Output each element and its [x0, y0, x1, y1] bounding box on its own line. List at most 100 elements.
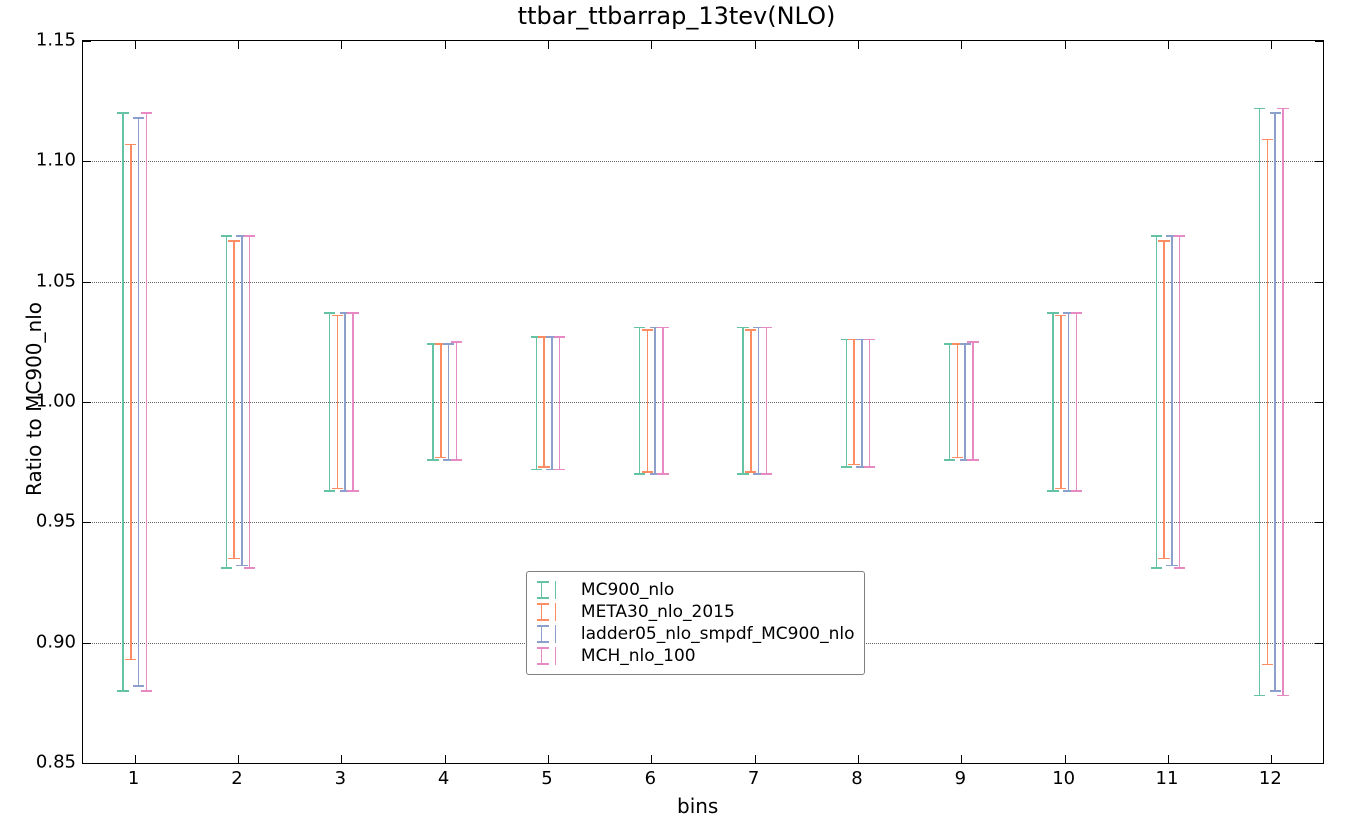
y-tick — [83, 41, 91, 42]
errorbar-cap — [634, 327, 645, 329]
errorbar — [432, 344, 434, 460]
errorbar-cap — [1262, 664, 1273, 666]
legend-label: MC900_nlo — [581, 580, 674, 600]
x-tick — [1168, 755, 1169, 763]
x-tick — [238, 755, 239, 763]
legend-marker — [537, 647, 573, 665]
errorbar-cap — [737, 473, 748, 475]
x-tick — [341, 41, 342, 49]
errorbar-cap — [657, 473, 668, 475]
legend-item: MC900_nlo — [537, 580, 855, 600]
errorbar-cap — [952, 457, 963, 459]
errorbar-cap — [141, 690, 152, 692]
legend-marker — [537, 625, 573, 643]
x-tick — [1271, 755, 1272, 763]
y-tick — [83, 763, 91, 764]
legend-label: MCH_nlo_100 — [581, 646, 696, 666]
y-tick-label: 1.10 — [32, 150, 76, 171]
errorbar-cap — [761, 327, 772, 329]
legend-item: MCH_nlo_100 — [537, 646, 855, 666]
errorbar — [1052, 313, 1054, 491]
errorbar — [1156, 236, 1158, 568]
x-tick — [238, 41, 239, 49]
errorbar — [551, 337, 553, 469]
errorbar-cap — [125, 659, 136, 661]
errorbar-cap — [133, 685, 144, 687]
y-tick — [1315, 643, 1323, 644]
errorbar-cap — [1277, 108, 1288, 110]
errorbar-cap — [228, 240, 239, 242]
errorbar-cap — [841, 466, 852, 468]
legend-marker — [537, 603, 573, 621]
errorbar-cap — [244, 567, 255, 569]
x-axis-label: bins — [677, 794, 718, 818]
errorbar-cap — [221, 235, 232, 237]
errorbar-cap — [967, 341, 978, 343]
errorbar-cap — [1055, 315, 1066, 317]
x-tick-label: 7 — [748, 768, 759, 789]
errorbar — [1163, 241, 1165, 559]
y-tick-label: 1.05 — [32, 270, 76, 291]
errorbar — [337, 315, 339, 488]
errorbar — [957, 344, 959, 457]
errorbar — [122, 113, 124, 691]
x-tick — [755, 41, 756, 49]
errorbar-cap — [761, 473, 772, 475]
errorbar — [352, 313, 354, 491]
errorbar-cap — [133, 117, 144, 119]
errorbar — [758, 327, 760, 474]
errorbar-cap — [435, 457, 446, 459]
errorbar — [654, 327, 656, 474]
x-tick-label: 12 — [1259, 768, 1282, 789]
x-tick-label: 11 — [1156, 768, 1179, 789]
y-tick — [83, 161, 91, 162]
y-tick — [1315, 402, 1323, 403]
errorbar — [662, 327, 664, 474]
errorbar-cap — [1270, 690, 1281, 692]
errorbar — [226, 236, 228, 568]
errorbar-cap — [1166, 565, 1177, 567]
errorbar — [1267, 140, 1269, 665]
errorbar-cap — [538, 466, 549, 468]
errorbar-cap — [228, 558, 239, 560]
x-tick-label: 10 — [1052, 768, 1075, 789]
x-tick — [1065, 41, 1066, 49]
errorbar-cap — [347, 312, 358, 314]
errorbar-cap — [848, 464, 859, 466]
errorbar — [440, 344, 442, 457]
errorbar — [241, 236, 243, 566]
errorbar — [138, 118, 140, 686]
errorbar — [964, 344, 966, 460]
errorbar-cap — [451, 341, 462, 343]
errorbar-cap — [554, 336, 565, 338]
x-tick-label: 3 — [335, 768, 346, 789]
errorbar — [766, 327, 768, 474]
chart-title: ttbar_ttbarrap_13tev(NLO) — [0, 2, 1353, 30]
errorbar-cap — [1158, 558, 1169, 560]
errorbar-cap — [117, 112, 128, 114]
errorbar — [853, 339, 855, 464]
x-tick — [445, 41, 446, 49]
errorbar-cap — [1158, 240, 1169, 242]
x-tick — [961, 755, 962, 763]
x-tick — [651, 41, 652, 49]
y-tick-label: 0.95 — [32, 511, 76, 532]
errorbar-cap — [1047, 490, 1058, 492]
errorbar — [1171, 236, 1173, 566]
errorbar-cap — [864, 466, 875, 468]
errorbar-cap — [642, 329, 653, 331]
errorbar — [742, 327, 744, 474]
errorbar-cap — [642, 471, 653, 473]
errorbar-cap — [427, 459, 438, 461]
x-tick — [1168, 41, 1169, 49]
y-tick — [1315, 41, 1323, 42]
gridline-h — [83, 161, 1323, 162]
errorbar — [329, 313, 331, 491]
gridline-h — [83, 522, 1323, 523]
errorbar-cap — [657, 327, 668, 329]
legend-label: META30_nlo_2015 — [581, 602, 735, 622]
errorbar-cap — [745, 471, 756, 473]
errorbar-cap — [324, 312, 335, 314]
errorbar-cap — [1270, 112, 1281, 114]
errorbar — [1060, 315, 1062, 488]
